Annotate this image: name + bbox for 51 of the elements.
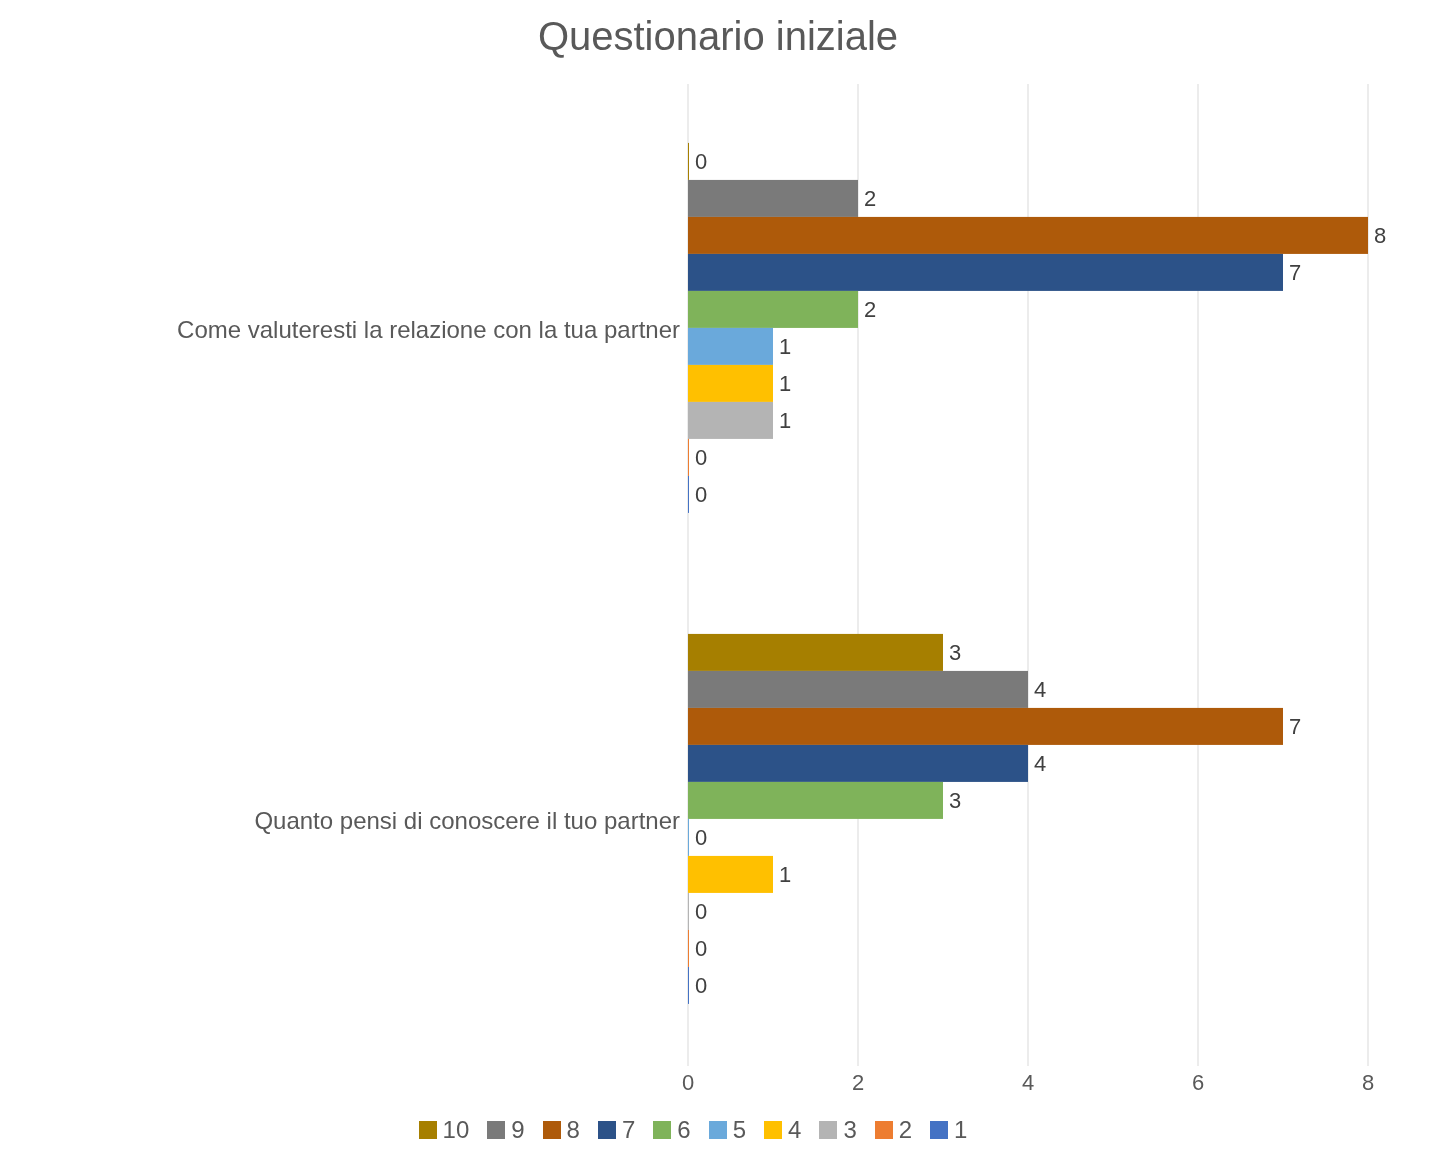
legend-label: 2 [898,1116,913,1144]
bar [688,401,773,439]
data-label: 1 [779,407,792,433]
data-label: 3 [949,787,962,813]
legend-label: 9 [511,1116,525,1144]
data-label: 8 [1374,222,1387,248]
legend-label: 3 [843,1116,857,1144]
bar [688,855,773,893]
bar [688,327,773,365]
x-tick-label: 8 [1361,1069,1375,1095]
x-tick-label: 0 [681,1069,695,1095]
data-label: 2 [864,185,877,211]
legend-label: 4 [788,1116,802,1144]
data-label: 3 [949,639,962,665]
legend-label: 5 [732,1116,747,1144]
x-tick-label: 2 [851,1069,865,1095]
bar [688,216,1368,254]
data-label: 1 [779,333,792,359]
data-label: 4 [1034,676,1047,702]
data-label: 0 [695,898,708,924]
data-label: 0 [695,148,708,174]
bar [688,364,773,402]
data-label: 0 [695,444,708,470]
bar [688,179,858,217]
legend-label: 10 [442,1116,470,1144]
bar [688,670,1028,708]
data-label: 0 [695,481,708,507]
legend-label: 7 [621,1116,636,1144]
chart-title: Questionario iniziale [536,13,900,60]
bar [688,744,1028,782]
data-label: 7 [1289,259,1302,285]
y-tick-label: Come valuteresti la relazione con la tua partner [177,316,680,344]
data-label: 1 [779,370,792,396]
x-tick-label: 6 [1191,1069,1205,1095]
data-label: 1 [779,861,792,887]
bar [688,633,943,671]
data-label: 0 [695,824,708,850]
bar [688,253,1283,291]
data-label: 4 [1034,750,1047,776]
data-label: 0 [695,935,708,961]
legend-label: 1 [954,1116,968,1144]
bar [688,290,858,328]
legend-label: 6 [677,1116,691,1144]
data-label: 7 [1289,713,1302,739]
data-label: 2 [864,296,877,322]
data-label: 0 [695,972,708,998]
bar [688,781,943,819]
legend-label: 8 [566,1116,580,1144]
y-tick-label: Quanto pensi di conoscere il tuo partner [254,807,680,835]
bar [688,707,1283,745]
x-tick-label: 4 [1021,1069,1035,1095]
